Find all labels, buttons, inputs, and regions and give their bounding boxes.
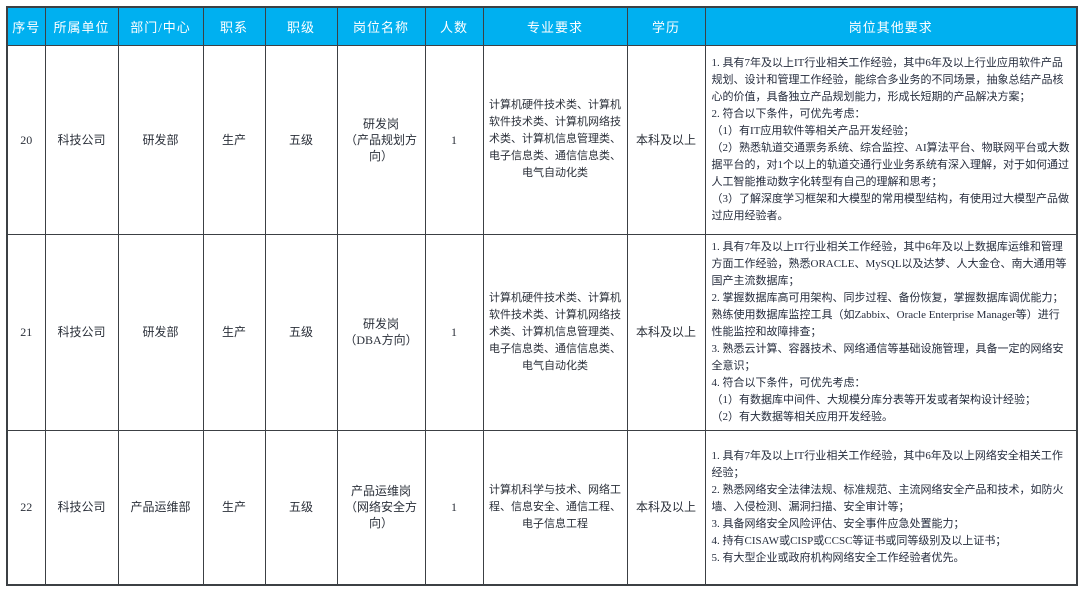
cell-job-grade: 五级 (264, 429, 338, 586)
cell-job-grade: 五级 (264, 233, 338, 431)
col-header-other-requirements: 岗位其他要求 (704, 6, 1078, 46)
cell-department: 研发部 (117, 44, 204, 235)
cell-headcount: 1 (424, 233, 484, 431)
cell-education: 本科及以上 (626, 233, 706, 431)
cell-job-family: 生产 (202, 429, 266, 586)
cell-major-requirements: 计算机科学与技术、网络工程、信息安全、通信工程、电子信息工程 (482, 429, 628, 586)
cell-major-requirements: 计算机硬件技术类、计算机软件技术类、计算机网络技术类、计算机信息管理类、电子信息… (482, 233, 628, 431)
cell-unit: 科技公司 (44, 429, 119, 586)
cell-seq: 20 (6, 44, 46, 235)
cell-unit: 科技公司 (44, 233, 119, 431)
table-row: 21 科技公司 研发部 生产 五级 研发岗 （DBA方向） 1 计算机硬件技术类… (6, 233, 1078, 431)
col-header-major-requirements: 专业要求 (482, 6, 628, 46)
cell-other-requirements: 1. 具有7年及以上IT行业相关工作经验，其中6年及以上行业应用软件产品规划、设… (704, 44, 1078, 235)
cell-education: 本科及以上 (626, 429, 706, 586)
cell-headcount: 1 (424, 44, 484, 235)
cell-job-family: 生产 (202, 44, 266, 235)
cell-headcount: 1 (424, 429, 484, 586)
cell-position: 产品运维岗 （网络安全方向） (336, 429, 426, 586)
col-header-department: 部门/中心 (117, 6, 204, 46)
cell-other-requirements: 1. 具有7年及以上IT行业相关工作经验，其中6年及以上数据库运维和管理方面工作… (704, 233, 1078, 431)
table-row: 20 科技公司 研发部 生产 五级 研发岗 （产品规划方向） 1 计算机硬件技术… (6, 44, 1078, 235)
cell-job-grade: 五级 (264, 44, 338, 235)
cell-job-family: 生产 (202, 233, 266, 431)
cell-unit: 科技公司 (44, 44, 119, 235)
col-header-headcount: 人数 (424, 6, 484, 46)
job-postings-table: 序号 所属单位 部门/中心 职系 职级 岗位名称 人数 专业要求 学历 岗位其他… (6, 6, 1078, 586)
col-header-job-grade: 职级 (264, 6, 338, 46)
cell-education: 本科及以上 (626, 44, 706, 235)
col-header-seq: 序号 (6, 6, 46, 46)
cell-seq: 21 (6, 233, 46, 431)
cell-department: 产品运维部 (117, 429, 204, 586)
table-row: 22 科技公司 产品运维部 生产 五级 产品运维岗 （网络安全方向） 1 计算机… (6, 429, 1078, 586)
job-postings-table-wrap: 序号 所属单位 部门/中心 职系 职级 岗位名称 人数 专业要求 学历 岗位其他… (6, 6, 1078, 586)
col-header-unit: 所属单位 (44, 6, 119, 46)
cell-position: 研发岗 （产品规划方向） (336, 44, 426, 235)
cell-seq: 22 (6, 429, 46, 586)
col-header-job-family: 职系 (202, 6, 266, 46)
cell-major-requirements: 计算机硬件技术类、计算机软件技术类、计算机网络技术类、计算机信息管理类、电子信息… (482, 44, 628, 235)
col-header-position: 岗位名称 (336, 6, 426, 46)
cell-department: 研发部 (117, 233, 204, 431)
table-header-row: 序号 所属单位 部门/中心 职系 职级 岗位名称 人数 专业要求 学历 岗位其他… (6, 6, 1078, 46)
cell-position: 研发岗 （DBA方向） (336, 233, 426, 431)
col-header-education: 学历 (626, 6, 706, 46)
cell-other-requirements: 1. 具有7年及以上IT行业相关工作经验，其中6年及以上网络安全相关工作经验； … (704, 429, 1078, 586)
